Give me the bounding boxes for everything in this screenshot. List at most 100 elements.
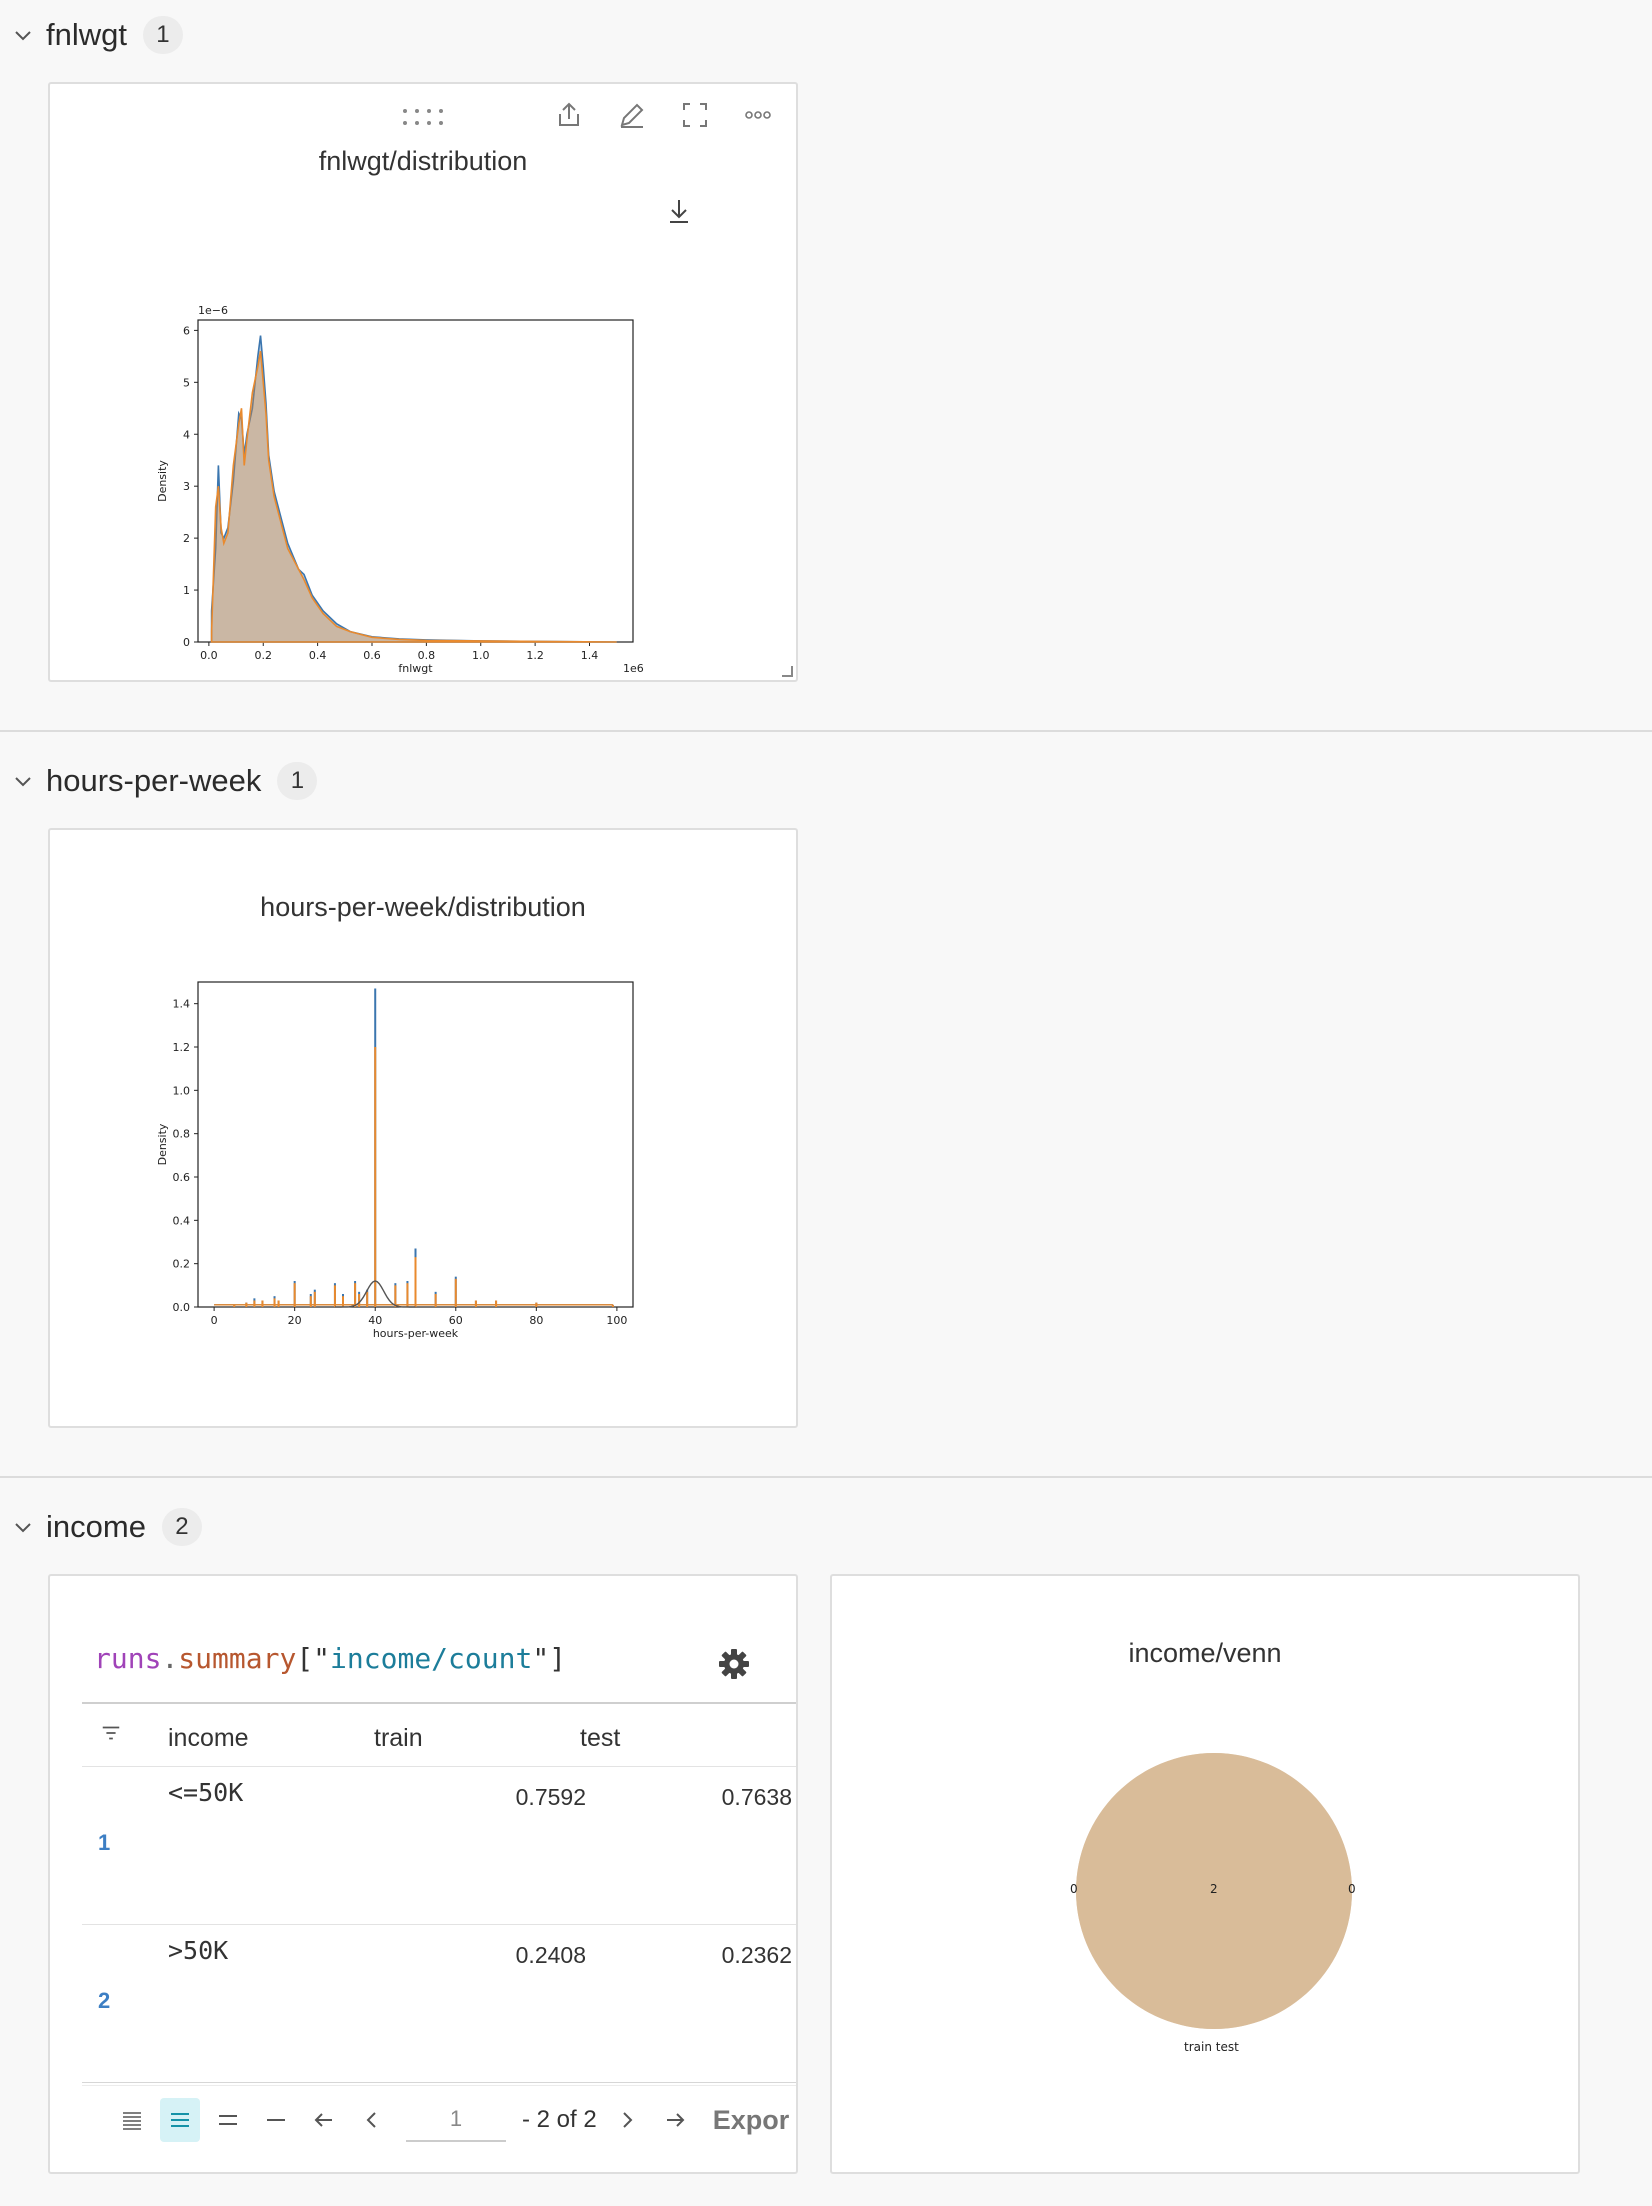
row-height-single-button[interactable] — [256, 2098, 296, 2142]
venn-train-only-value: 0 — [1070, 1882, 1078, 1896]
cell-train: 0.7592 — [515, 1784, 586, 1810]
x-tick-label: 1.0 — [472, 649, 490, 662]
chevron-left-icon — [366, 2112, 376, 2128]
section-title: income — [46, 1509, 146, 1544]
first-page-button[interactable] — [304, 2098, 344, 2142]
x-tick-label: 100 — [606, 1314, 627, 1327]
x-offset-label: 1e6 — [623, 662, 644, 675]
query-key: income/count — [330, 1642, 533, 1675]
y-axis-label: Density — [156, 460, 169, 502]
y-offset-label: 1e−6 — [198, 304, 228, 317]
x-tick-label: 0.6 — [363, 649, 381, 662]
cell-test: 0.2362 — [721, 1942, 792, 1968]
venn-intersection-value: 2 — [1210, 1882, 1218, 1896]
y-tick-label: 6 — [183, 324, 190, 337]
x-tick-label: 0.8 — [418, 649, 436, 662]
download-icon[interactable] — [664, 196, 694, 226]
cell-train: 0.2408 — [515, 1942, 586, 1968]
x-tick-label: 60 — [449, 1314, 463, 1327]
row-divider — [82, 2085, 796, 2086]
x-tick-label: 20 — [288, 1314, 302, 1327]
query-dot: . — [161, 1642, 179, 1675]
section-header-hours-per-week[interactable]: hours-per-week 1 — [12, 762, 318, 800]
query-close-bracket: "] — [532, 1642, 567, 1675]
chevron-down-icon[interactable] — [12, 1516, 34, 1538]
arrow-left-icon — [314, 2113, 332, 2127]
row-divider — [82, 2082, 796, 2083]
x-tick-label: 1.2 — [526, 649, 544, 662]
y-tick-label: 1.4 — [173, 998, 191, 1011]
header-bottom-border — [82, 1766, 796, 1767]
export-button[interactable]: Expor — [712, 2104, 790, 2135]
panel-title: fnlwgt/distribution — [318, 146, 528, 176]
income-venn-panel: income/venn 0 2 0 train test — [830, 1574, 1580, 2174]
column-header-income[interactable]: income — [168, 1724, 249, 1752]
row-index[interactable]: 1 — [98, 1830, 111, 1855]
section-title: hours-per-week — [46, 763, 262, 798]
section-count-badge: 1 — [277, 762, 318, 800]
hours-per-week-distribution-panel: hours-per-week/distribution 0.0 0.2 0.4 0.6… — [48, 828, 798, 1428]
row-height-compact-button[interactable] — [112, 2098, 152, 2142]
pencil-icon[interactable] — [617, 100, 647, 130]
x-tick-label: 0 — [211, 1314, 218, 1327]
cell-income: >50K — [168, 1936, 229, 1965]
x-axis-label: hours-per-week — [373, 1327, 459, 1340]
filter-icon[interactable] — [100, 1722, 122, 1744]
last-page-button[interactable] — [655, 2098, 695, 2142]
cell-income: <=50K — [168, 1778, 244, 1807]
y-tick-label: 0.2 — [173, 1258, 191, 1271]
row-divider — [82, 1924, 796, 1925]
fnlwgt-distribution-panel: fnlwgt/distribution 0 1 2 3 4 5 6 0.0 0.2 0.4 0.6 0… — [48, 82, 798, 682]
query-expression[interactable]: runs.summary["income/count"] — [94, 1642, 566, 1675]
share-icon[interactable] — [554, 100, 584, 130]
y-tick-label: 5 — [183, 376, 190, 389]
venn-diagram — [1076, 1753, 1352, 2029]
x-tick-label: 0.2 — [255, 649, 273, 662]
x-tick-label: 0.0 — [200, 649, 218, 662]
page-number-input[interactable] — [406, 2098, 506, 2142]
series-area-test — [210, 351, 617, 643]
section-count-badge: 1 — [142, 16, 183, 54]
gear-icon[interactable] — [718, 1648, 750, 1680]
row-height-large-button[interactable] — [208, 2098, 248, 2142]
column-header-test[interactable]: test — [580, 1724, 621, 1752]
density-large-icon — [219, 2115, 237, 2125]
y-tick-label: 0.6 — [173, 1171, 191, 1184]
y-tick-label: 0.0 — [173, 1301, 191, 1314]
hours-per-week-density-chart: 0.0 0.2 0.4 0.6 0.8 1.0 1.2 1.4 0 20 40 60 80 100 hour… — [156, 981, 634, 1340]
cell-test: 0.7638 — [721, 1784, 792, 1810]
drag-handle-icon[interactable] — [400, 102, 450, 132]
resize-handle-icon[interactable] — [780, 664, 794, 678]
density-single-icon — [267, 2119, 285, 2121]
section-count-badge: 2 — [161, 1508, 202, 1546]
next-page-button[interactable] — [607, 2098, 647, 2142]
y-tick-label: 0 — [183, 636, 190, 649]
section-header-fnlwgt[interactable]: fnlwgt 1 — [12, 16, 183, 54]
income-count-table-panel: runs.summary["income/count"] income trai… — [48, 1574, 798, 2174]
row-height-medium-button[interactable] — [160, 2098, 200, 2142]
section-divider — [0, 730, 1652, 732]
chevron-down-icon[interactable] — [12, 24, 34, 46]
density-compact-icon — [123, 2112, 141, 2130]
row-index[interactable]: 2 — [98, 1988, 111, 2013]
y-tick-label: 0.4 — [173, 1214, 191, 1227]
more-options-icon[interactable] — [743, 100, 773, 130]
y-tick-label: 0.8 — [173, 1128, 191, 1141]
x-tick-label: 1.4 — [581, 649, 599, 662]
column-header-train[interactable]: train — [374, 1724, 423, 1752]
panel-title: hours-per-week/distribution — [260, 892, 586, 922]
pagination-bar: - 2 of 2 Expor — [112, 2098, 789, 2142]
venn-set-labels: train test — [1184, 2040, 1239, 2054]
fnlwgt-density-chart: 0 1 2 3 4 5 6 0.0 0.2 0.4 0.6 0.8 1.0 1.2 1.4 fnlwgt Den… — [156, 304, 644, 675]
table-top-border — [82, 1702, 796, 1704]
arrow-right-icon — [666, 2113, 685, 2127]
chevron-down-icon[interactable] — [12, 770, 34, 792]
fullscreen-icon[interactable] — [680, 100, 710, 130]
y-tick-label: 4 — [183, 428, 190, 441]
section-title: fnlwgt — [46, 17, 127, 52]
y-tick-label: 1 — [183, 584, 190, 597]
previous-page-button[interactable] — [352, 2098, 392, 2142]
section-header-income[interactable]: income 2 — [12, 1508, 202, 1546]
density-medium-icon — [171, 2113, 189, 2127]
y-tick-label: 1.2 — [173, 1041, 191, 1054]
